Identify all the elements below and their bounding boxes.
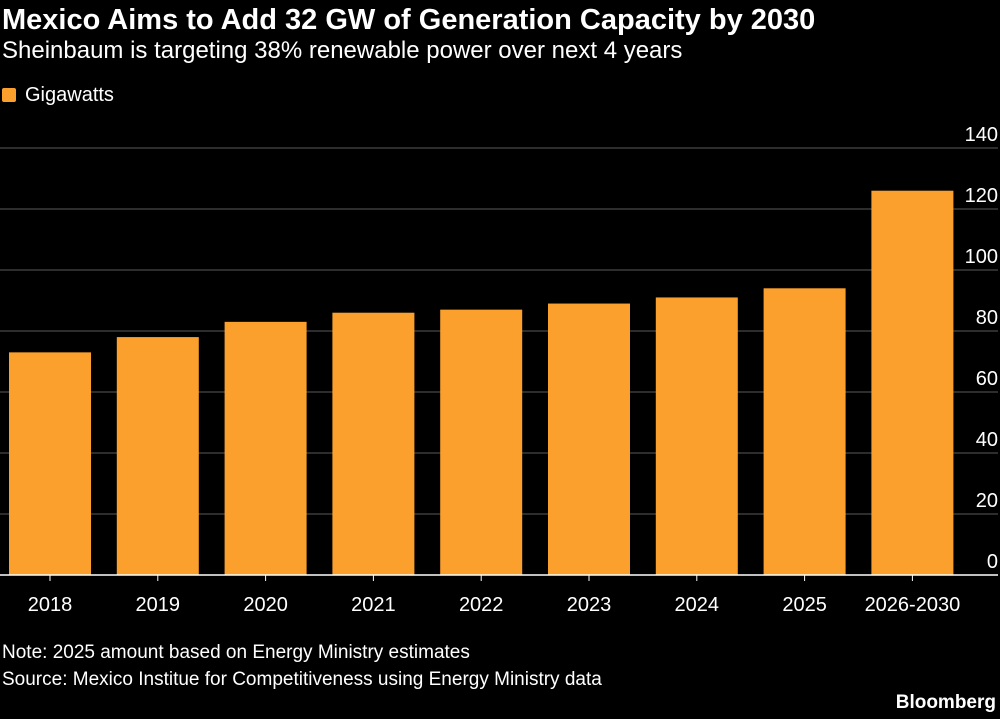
y-tick-label: 100 [965,246,998,268]
bar [871,190,954,575]
bar [548,303,630,575]
bar [332,312,415,575]
bar [9,352,91,575]
bar [116,337,199,575]
chart-title: Mexico Aims to Add 32 GW of Generation C… [2,4,816,36]
y-tick-label: 120 [965,185,998,207]
legend-swatch [2,88,16,102]
x-tick-label: 2025 [782,594,827,616]
x-tick-label: 2021 [351,594,396,616]
bloomberg-logo: Bloomberg [895,692,996,713]
bar [655,297,738,575]
x-tick-label: 2020 [243,594,288,616]
chart-source: Source: Mexico Institue for Competitiven… [2,669,602,690]
y-tick-label: 140 [965,124,998,146]
x-tick-label: 2018 [28,594,73,616]
y-tick-label: 20 [976,490,998,512]
x-tick-label: 2019 [136,594,181,616]
x-tick-label: 2024 [675,594,720,616]
legend: Gigawatts [2,84,114,106]
x-tick-label: 2022 [459,594,504,616]
chart-subtitle: Sheinbaum is targeting 38% renewable pow… [2,37,683,64]
y-tick-label: 60 [976,368,998,390]
bar [224,321,307,575]
y-tick-label: 0 [987,551,998,573]
bar-chart: 0 20 40 60 80 100 120 140 2018 2019 2020 2021 2022 20… [0,124,998,616]
y-tick-label: 80 [976,307,998,329]
bar [440,309,523,575]
chart-note: Note: 2025 amount based on Energy Minist… [2,642,470,663]
bar [763,288,846,575]
x-tick-label: 2026-2030 [865,594,961,616]
y-tick-label: 40 [976,429,998,451]
legend-label: Gigawatts [25,83,114,106]
x-tick-label: 2023 [567,594,612,616]
